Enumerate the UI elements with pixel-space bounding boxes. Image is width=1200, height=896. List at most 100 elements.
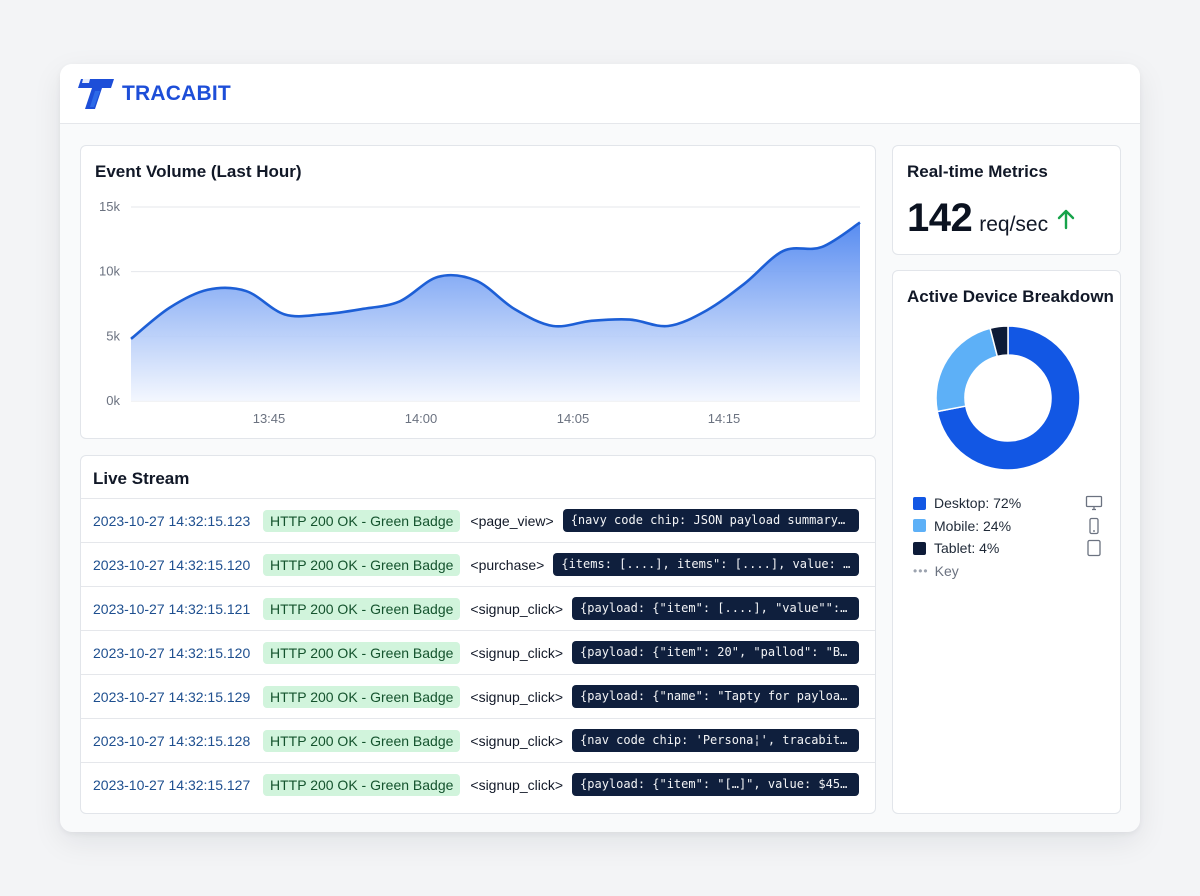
stream-row[interactable]: 2023-10-27 14:32:15.129 HTTP 200 OK - Gr… xyxy=(81,674,875,718)
data-point[interactable] xyxy=(854,217,866,229)
stream-row[interactable]: 2023-10-27 14:32:15.128 HTTP 200 OK - Gr… xyxy=(81,718,875,762)
x-tick-label: 14:15 xyxy=(708,411,741,426)
event-name: <signup_click> xyxy=(470,600,564,617)
event-timestamp: 2023-10-27 14:32:15.127 xyxy=(93,776,251,793)
dashboard-window: TRACABIT 0k 5k 10k 15k 13:45 14:00 14:05 14:15 … xyxy=(60,64,1140,832)
data-point[interactable] xyxy=(432,271,444,283)
payload-chip[interactable]: {navy code chip: JSON payload summary sh… xyxy=(562,509,859,532)
status-badge: HTTP 200 OK - Green Badge xyxy=(263,641,461,664)
event-name: <purchase> xyxy=(470,556,545,573)
data-point[interactable] xyxy=(509,303,521,315)
data-point[interactable] xyxy=(624,314,636,326)
device-breakdown-card: Active Device Breakdown Desktop: 72% Mob… xyxy=(892,270,1121,814)
data-point[interactable] xyxy=(816,241,828,253)
data-point[interactable] xyxy=(317,308,329,320)
event-timestamp: 2023-10-27 14:32:15.123 xyxy=(93,512,251,529)
device-legend: Desktop: 72% Mobile: 24% Tablet: 4% xyxy=(913,492,1103,582)
stream-row[interactable]: 2023-10-27 14:32:15.120 HTTP 200 OK - Gr… xyxy=(81,630,875,674)
trend-up-arrow-icon xyxy=(1057,209,1075,229)
event-volume-line xyxy=(130,221,861,340)
event-name: <signup_click> xyxy=(470,732,564,749)
stream-row[interactable]: 2023-10-27 14:32:15.121 HTTP 200 OK - Gr… xyxy=(81,586,875,630)
payload-chip[interactable]: {payload: {"item": [....], "value"": $8.… xyxy=(572,597,859,620)
event-volume-card: 0k 5k 10k 15k 13:45 14:00 14:05 14:15 Event Vol… xyxy=(80,145,876,439)
key-label: Key xyxy=(934,562,959,579)
data-point[interactable] xyxy=(202,284,214,296)
donut-segment-mobile[interactable] xyxy=(935,327,999,413)
status-badge: HTTP 200 OK - Green Badge xyxy=(263,773,461,796)
donut-segment-tablet[interactable] xyxy=(989,325,1009,358)
stream-row[interactable]: 2023-10-27 14:32:15.120 HTTP 200 OK - Gr… xyxy=(81,542,875,586)
desktop-icon xyxy=(1085,496,1103,511)
live-stream-list[interactable]: 2023-10-27 14:32:15.123 HTTP 200 OK - Gr… xyxy=(81,498,875,806)
status-badge: HTTP 200 OK - Green Badge xyxy=(263,729,461,752)
legend-item-desktop[interactable]: Desktop: 72% xyxy=(913,492,1103,515)
live-stream-title: Live Stream xyxy=(93,469,190,488)
payload-chip[interactable]: {items: [....], items": [....], value: $… xyxy=(553,553,859,576)
legend-label-tablet: Tablet: 4% xyxy=(934,540,1000,557)
status-badge: HTTP 200 OK - Green Badge xyxy=(263,685,461,708)
live-stream-card: Live Stream 2023-10-27 14:32:15.123 HTTP… xyxy=(80,455,876,814)
legend-key: ••• Key xyxy=(913,560,1103,582)
requests-value: 142 xyxy=(907,196,973,240)
x-tick-label: 13:45 xyxy=(253,411,286,426)
status-badge: HTTP 200 OK - Green Badge xyxy=(263,597,461,620)
event-timestamp: 2023-10-27 14:32:15.128 xyxy=(93,732,251,749)
data-point[interactable] xyxy=(701,304,713,316)
y-tick-label: 10k xyxy=(99,264,120,279)
data-point[interactable] xyxy=(777,245,789,257)
legend-label-mobile: Mobile: 24% xyxy=(934,517,1012,534)
legend-label-desktop: Desktop: 72% xyxy=(934,495,1022,512)
data-point[interactable] xyxy=(163,302,175,314)
tablet-icon xyxy=(1087,540,1101,557)
payload-chip[interactable]: {payload: {"item": 20", "pallod": "Bohem… xyxy=(572,641,859,664)
payload-chip[interactable]: {payload: {"name": "Tapty for payloal su… xyxy=(572,685,859,708)
stream-row[interactable]: 2023-10-27 14:32:15.123 HTTP 200 OK - Gr… xyxy=(81,498,875,542)
y-tick-label: 5k xyxy=(106,328,120,343)
x-tick-label: 14:05 xyxy=(557,411,590,426)
event-name: <page_view> xyxy=(470,512,554,529)
y-tick-label: 0k xyxy=(106,393,120,408)
event-volume-chart: 0k 5k 10k 15k 13:45 14:00 14:05 14:15 xyxy=(99,199,866,426)
data-point[interactable] xyxy=(470,275,482,287)
requests-unit: req/sec xyxy=(979,213,1049,236)
mobile-swatch xyxy=(913,519,926,533)
stream-row[interactable]: 2023-10-27 14:32:15.127 HTTP 200 OK - Gr… xyxy=(81,762,875,806)
status-badge: HTTP 200 OK - Green Badge xyxy=(263,509,461,532)
data-point[interactable] xyxy=(278,308,290,320)
tracabit-logo-icon xyxy=(78,78,114,109)
donut-segment-desktop[interactable] xyxy=(936,325,1081,471)
event-timestamp: 2023-10-27 14:32:15.121 xyxy=(93,600,251,617)
data-point[interactable] xyxy=(240,285,252,297)
event-timestamp: 2023-10-27 14:32:15.120 xyxy=(93,556,251,573)
brand-logo[interactable]: TRACABIT xyxy=(78,77,231,111)
payload-chip[interactable]: {nav code chip: 'Persona¦', tracabit.jso… xyxy=(572,729,859,752)
legend-item-mobile[interactable]: Mobile: 24% xyxy=(913,515,1103,538)
x-tick-label: 14:00 xyxy=(405,411,438,426)
data-point[interactable] xyxy=(125,333,137,345)
data-point[interactable] xyxy=(547,320,559,332)
event-name: <signup_click> xyxy=(470,644,564,661)
status-badge: HTTP 200 OK - Green Badge xyxy=(263,553,461,576)
y-tick-label: 15k xyxy=(99,199,120,214)
event-name: <signup_click> xyxy=(470,776,564,793)
data-point[interactable] xyxy=(585,315,597,327)
data-point[interactable] xyxy=(355,303,367,315)
payload-chip[interactable]: {payload: {"item": "[…]", value: $45.99}… xyxy=(572,773,859,796)
key-dots-icon: ••• xyxy=(913,563,929,578)
realtime-metrics-title: Real-time Metrics xyxy=(907,162,1048,181)
mobile-icon xyxy=(1089,517,1099,534)
top-bar: TRACABIT xyxy=(60,64,1140,124)
data-point[interactable] xyxy=(662,320,674,332)
brand-name: TRACABIT xyxy=(122,81,231,105)
metric-row: 142 req/sec xyxy=(907,196,1075,241)
data-point[interactable] xyxy=(739,277,751,289)
event-name: <signup_click> xyxy=(470,688,564,705)
legend-item-tablet[interactable]: Tablet: 4% xyxy=(913,537,1103,560)
device-donut-chart xyxy=(935,325,1081,471)
tablet-swatch xyxy=(913,541,926,555)
event-volume-title: Event Volume (Last Hour) xyxy=(95,162,302,181)
event-timestamp: 2023-10-27 14:32:15.129 xyxy=(93,688,251,705)
data-point[interactable] xyxy=(394,295,406,307)
event-timestamp: 2023-10-27 14:32:15.120 xyxy=(93,644,251,661)
